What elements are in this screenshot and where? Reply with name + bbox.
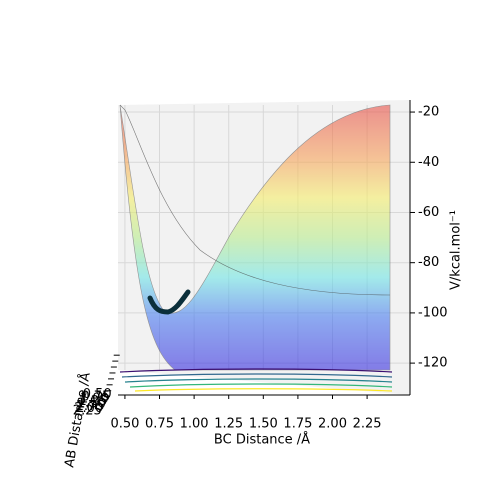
x-tick-label: 1.50: [249, 417, 278, 432]
z-tick-label: -20: [418, 105, 439, 120]
trajectory: [147, 289, 191, 315]
y-tick-label: 1.25: [78, 394, 107, 409]
z-tick-label: -60: [418, 205, 439, 220]
y-tick-label: 2.25: [73, 404, 102, 419]
z-tick-label: -100: [418, 305, 448, 320]
surface-edge: [119, 104, 391, 296]
x-axis-label: BC Distance /Å: [214, 432, 310, 448]
z-tick-label: -40: [418, 155, 439, 170]
z-axis-label: V/kcal.mol⁻¹: [449, 210, 464, 290]
x-tick-label: 1.75: [283, 417, 312, 432]
contours: [119, 368, 393, 392]
x-tick-label: 2.00: [318, 417, 347, 432]
y-tick-label: 0.50: [83, 387, 112, 402]
y-tick-label: 0.75: [81, 389, 110, 404]
y-tick-label: 1.00: [80, 392, 109, 407]
z-tick-label: -120: [418, 356, 448, 371]
y-tick-label: 1.50: [77, 396, 106, 411]
x-tick-label: 1.00: [180, 417, 209, 432]
y-axis-label: AB Distance /Å: [61, 371, 93, 469]
x-tick-label: 1.25: [214, 417, 243, 432]
x-tick-label: 0.75: [145, 417, 174, 432]
y-tick-label: 1.75: [76, 399, 105, 414]
x-tick-label: 0.50: [110, 417, 139, 432]
surface: [119, 104, 391, 371]
x-tick-label: 2.25: [353, 417, 382, 432]
z-tick-label: -80: [418, 255, 439, 270]
y-tick-label: 2.00: [74, 401, 103, 416]
